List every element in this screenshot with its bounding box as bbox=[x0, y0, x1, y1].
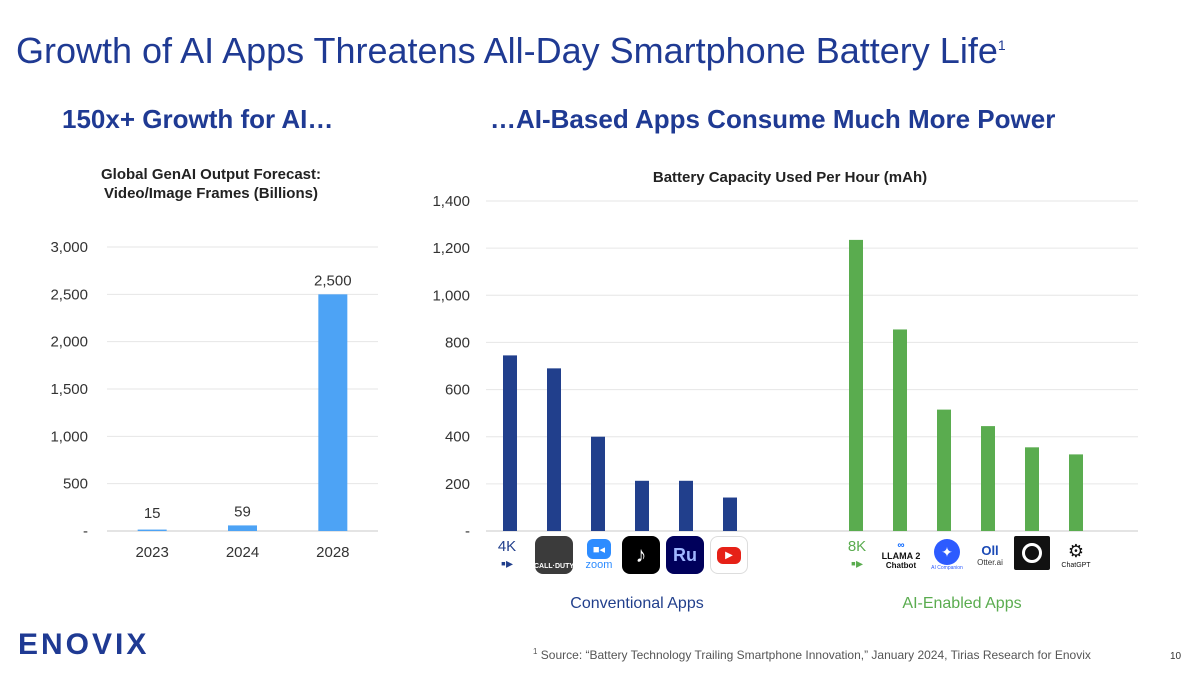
bar-call-of-duty bbox=[547, 368, 561, 531]
right-bar-chart: - 200 400 600 800 1,000 1,200 1,400 bbox=[432, 193, 1138, 540]
right-heading: …AI-Based Apps Consume Much More Power bbox=[490, 104, 1056, 134]
y-tick-label: 2,000 bbox=[50, 334, 88, 351]
data-label: 15 bbox=[144, 505, 161, 522]
llama2-chatbot-icon: ∞ LLAMA 2 Chatbot bbox=[881, 540, 921, 570]
left-heading: 150x+ Growth for AI… bbox=[62, 104, 334, 134]
premiere-rush-icon: Ru bbox=[666, 536, 704, 574]
youtube-icon: ▶ bbox=[710, 536, 748, 574]
y-tick-label: 500 bbox=[63, 476, 88, 493]
bar-tiktok bbox=[635, 480, 649, 531]
bar-chatgpt bbox=[1069, 454, 1083, 531]
y-tick-label: 3,000 bbox=[50, 239, 88, 256]
zoom-ai-companion-icon: ✦ AI Companion bbox=[928, 536, 966, 574]
left-bar-chart: - 500 1,000 1,500 2,000 2,500 3,000 15 2023 59 202… bbox=[50, 239, 378, 561]
x-tick-label: 2028 bbox=[316, 544, 349, 561]
y-tick-label: 800 bbox=[445, 334, 470, 351]
y-tick-label: 1,400 bbox=[432, 193, 470, 210]
bar-runway bbox=[1025, 447, 1039, 531]
zoom-icon: ■◂ zoom bbox=[580, 536, 618, 574]
x-tick-label: 2023 bbox=[135, 544, 168, 561]
tiktok-icon: ♪ bbox=[622, 536, 660, 574]
conventional-apps-label: Conventional Apps bbox=[570, 595, 704, 612]
page-number: 10 bbox=[1170, 651, 1182, 662]
chatgpt-icon: ⚙ ChatGPT bbox=[1061, 541, 1091, 569]
bar-youtube bbox=[723, 497, 737, 531]
y-tick-label: 1,000 bbox=[432, 287, 470, 304]
camera-4k-icon: 4K ▪▸ bbox=[497, 538, 517, 571]
runway-icon bbox=[1014, 536, 1050, 570]
y-tick-label: 1,000 bbox=[50, 428, 88, 445]
bar-llama-2-chatbot bbox=[893, 329, 907, 531]
left-chart-title: Global GenAI Output Forecast: Video/Imag… bbox=[100, 166, 321, 202]
data-label: 59 bbox=[234, 503, 251, 520]
y-tick-label: - bbox=[83, 523, 88, 540]
bar-4k-video bbox=[503, 355, 517, 531]
y-tick-label: 400 bbox=[445, 429, 470, 446]
bar-2024 bbox=[228, 525, 257, 531]
bar-2023 bbox=[137, 529, 167, 531]
enovix-logo: ENOVIX bbox=[18, 628, 150, 661]
y-tick-label: 1,200 bbox=[432, 240, 470, 257]
right-chart-title: Battery Capacity Used Per Hour (mAh) bbox=[652, 169, 928, 186]
otter-ai-icon: Oll Otter.ai bbox=[977, 543, 1003, 567]
y-tick-label: 600 bbox=[445, 382, 470, 399]
y-tick-label: 200 bbox=[445, 476, 470, 493]
bar-adobe-premiere-rush bbox=[679, 480, 693, 531]
call-of-duty-icon: CALL·DUTY bbox=[534, 536, 574, 574]
bar-zoom bbox=[591, 436, 605, 531]
y-tick-label: 1,500 bbox=[50, 381, 88, 398]
bar-zoom-ai-companion bbox=[937, 409, 951, 531]
ai-enabled-apps-label: AI-Enabled Apps bbox=[902, 595, 1022, 612]
source-footnote: 1 Source: “Battery Technology Trailing S… bbox=[533, 647, 1091, 662]
x-tick-label: 2024 bbox=[226, 544, 259, 561]
data-label: 2,500 bbox=[314, 272, 352, 289]
bar-otter-ai bbox=[981, 426, 995, 531]
y-tick-label: 2,500 bbox=[50, 286, 88, 303]
bar-8k-video bbox=[849, 239, 863, 531]
y-tick-label: - bbox=[465, 523, 470, 540]
slide-title: Growth of AI Apps Threatens All-Day Smar… bbox=[16, 30, 1006, 71]
bar-2028 bbox=[318, 294, 348, 531]
camera-8k-icon: 8K ▪▸ bbox=[847, 538, 867, 571]
